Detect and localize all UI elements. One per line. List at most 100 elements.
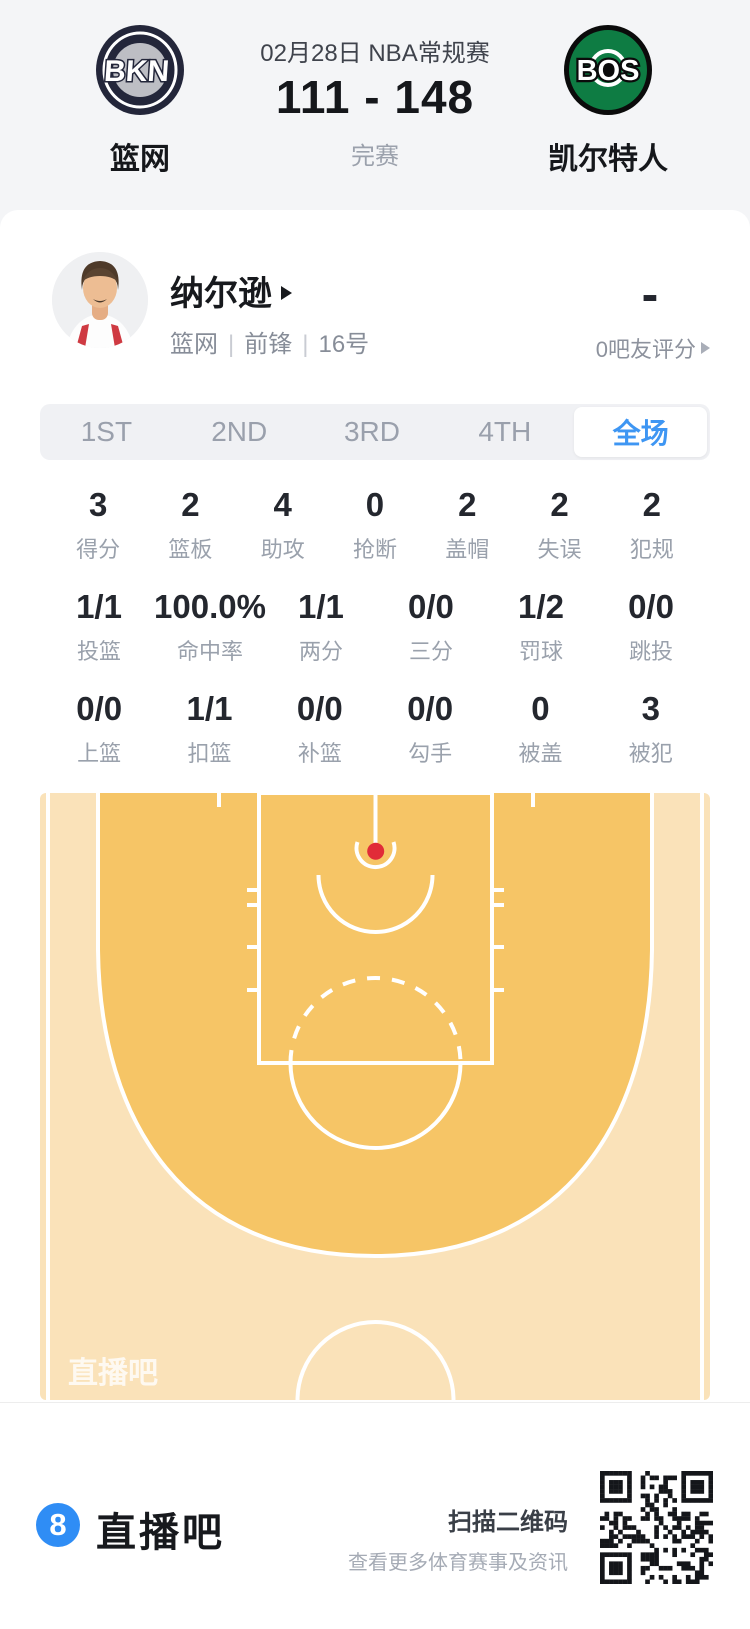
- stat-label: 被盖: [518, 741, 563, 766]
- stat-value: 2: [642, 486, 661, 523]
- stat-label: 被犯: [628, 741, 673, 766]
- tab-4th[interactable]: 4TH: [478, 416, 532, 447]
- footer: 8 直播吧 扫描二维码 查看更多体育赛事及资讯: [0, 1402, 750, 1629]
- bos-team-logo-icon: BOS: [564, 25, 652, 115]
- stat-被盖: 0 被盖: [485, 690, 595, 768]
- stat-label: 命中率: [176, 639, 243, 664]
- stat-label: 助攻: [260, 537, 305, 562]
- stat-label: 勾手: [408, 741, 453, 766]
- stat-label: 盖帽: [445, 537, 490, 562]
- stat-盖帽: 2 盖帽: [421, 486, 513, 564]
- stat-得分: 3 得分: [52, 486, 144, 564]
- game-score: 111 - 148: [275, 71, 475, 123]
- stat-投篮: 1/1 投篮: [44, 588, 154, 666]
- stat-value: 2: [181, 486, 200, 523]
- rating-arrow-icon: [701, 342, 710, 354]
- quarter-tab-bar: 1ST 2ND 3RD 4TH 全场: [40, 404, 710, 460]
- stat-label: 犯规: [629, 537, 674, 562]
- scan-text-block: 扫描二维码 查看更多体育赛事及资讯: [348, 1502, 568, 1575]
- stat-篮板: 2 篮板: [144, 486, 236, 564]
- player-name: 纳尔逊: [170, 275, 272, 313]
- bkn-team-logo-icon: BKN: [96, 25, 184, 115]
- player-meta-part: 篮网: [170, 331, 218, 358]
- scan-subtitle: 查看更多体育赛事及资讯: [348, 1552, 568, 1574]
- stat-label: 抢断: [352, 537, 397, 562]
- stat-value: 100.0%: [154, 588, 266, 625]
- brand-name: 直播吧: [96, 1511, 225, 1555]
- stat-value: 3: [641, 690, 660, 727]
- stat-三分: 0/0 三分: [376, 588, 486, 666]
- stat-跳投: 0/0 跳投: [596, 588, 706, 666]
- stat-value: 0: [365, 486, 385, 523]
- stat-犯规: 2 犯规: [606, 486, 698, 564]
- tab-1st[interactable]: 1ST: [80, 416, 133, 447]
- stat-value: 0/0: [407, 690, 454, 727]
- stat-value: 1/1: [298, 588, 344, 625]
- stat-row: 3 得分 2 篮板 4 助攻 0 抢断 2 盖帽 2 失误 2 犯规: [52, 486, 698, 564]
- stat-value: 1/1: [76, 588, 122, 625]
- stat-label: 三分: [408, 639, 453, 664]
- stat-value: 0/0: [76, 690, 123, 727]
- game-status: 完赛: [351, 143, 399, 170]
- bos-abbr: BOS: [577, 55, 640, 87]
- player-detail-arrow-icon: [281, 285, 292, 300]
- stat-label: 罚球: [518, 639, 563, 664]
- stat-value: 0/0: [296, 690, 343, 727]
- stat-两分: 1/1 两分: [266, 588, 376, 666]
- court-lines: [46, 793, 704, 1400]
- separator: |: [228, 331, 235, 358]
- home-team-name: 篮网: [110, 143, 170, 176]
- stat-row: 0/0 上篮 1/1 扣篮 0/0 补篮 0/0 勾手 0 被盖 3 被犯: [44, 690, 706, 768]
- tab-全场[interactable]: 全场: [574, 407, 707, 457]
- stat-value: 0/0: [628, 588, 674, 625]
- stat-扣篮: 1/1 扣篮: [154, 690, 264, 768]
- court-watermark: 直播吧: [68, 1357, 158, 1390]
- stat-label: 跳投: [629, 639, 674, 664]
- tab-2nd[interactable]: 2ND: [211, 416, 268, 447]
- away-team-name: 凯尔特人: [548, 143, 668, 176]
- stat-抢断: 0 抢断: [329, 486, 421, 564]
- stat-value: 0: [531, 690, 550, 727]
- tab-3rd[interactable]: 3RD: [343, 416, 400, 447]
- qr-code: [600, 1471, 713, 1584]
- player-meta-part: 16号: [318, 331, 370, 358]
- brand-logo-icon: 8: [36, 1503, 80, 1547]
- stat-勾手: 0/0 勾手: [375, 690, 485, 768]
- stat-被犯: 3 被犯: [596, 690, 706, 768]
- stat-value: 2: [550, 486, 569, 523]
- separator: |: [302, 331, 309, 358]
- shot-marker: [367, 842, 385, 860]
- stat-label: 上篮: [77, 741, 122, 766]
- shot-chart-court: 直播吧: [40, 793, 710, 1400]
- scan-title: 扫描二维码: [448, 1509, 568, 1536]
- stat-上篮: 0/0 上篮: [44, 690, 154, 768]
- stat-label: 补篮: [297, 741, 342, 766]
- stat-罚球: 1/2 罚球: [486, 588, 596, 666]
- stat-value: 1/2: [518, 588, 564, 625]
- player-meta: 篮网 | 前锋 | 16号: [170, 324, 369, 359]
- stat-value: 3: [88, 486, 108, 523]
- stat-value: 4: [273, 486, 292, 523]
- rating-value: -: [641, 266, 659, 322]
- stat-value: 1/1: [186, 690, 233, 727]
- stat-value: 0/0: [408, 588, 454, 625]
- bkn-abbr: BKN: [103, 55, 170, 88]
- stat-label: 失误: [537, 537, 582, 562]
- rating-label: 0吧友评分: [595, 337, 696, 362]
- player-meta-part: 前锋: [244, 331, 293, 358]
- game-date-title: 02月28日 NBA常规赛: [260, 40, 490, 67]
- stat-助攻: 4 助攻: [237, 486, 329, 564]
- stat-value: 2: [458, 486, 477, 523]
- stat-补篮: 0/0 补篮: [265, 690, 375, 768]
- stat-label: 投篮: [77, 639, 122, 664]
- stat-label: 两分: [298, 639, 343, 664]
- stat-失误: 2 失误: [513, 486, 605, 564]
- stat-row: 1/1 投篮 100.0% 命中率 1/1 两分 0/0 三分 1/2 罚球 0/0 跳投: [44, 588, 706, 666]
- rating-link[interactable]: 0吧友评分: [596, 332, 710, 364]
- stat-label: 篮板: [168, 537, 213, 562]
- stat-label: 扣篮: [187, 741, 232, 766]
- player-name-row[interactable]: 纳尔逊: [170, 266, 292, 315]
- stat-label: 得分: [76, 537, 121, 562]
- player-avatar[interactable]: [52, 252, 148, 348]
